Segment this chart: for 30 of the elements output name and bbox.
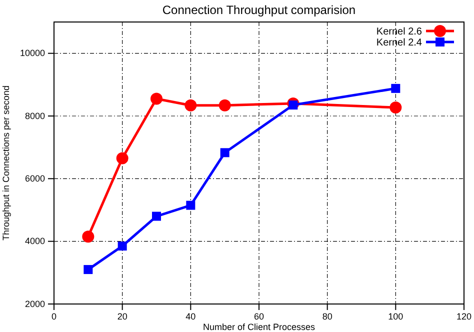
point [184,99,197,112]
y-tick-label: 2000 [24,298,45,309]
legend-label: Kernel 2.6 [376,26,422,38]
point [152,212,161,221]
point [150,92,162,105]
x-tick-label: 0 [51,311,57,322]
point [116,152,128,164]
x-axis-title: Number of Client Processes [202,322,316,332]
x-tick-label: 40 [186,311,196,322]
point [82,230,94,243]
x-tick-label: 20 [117,311,128,322]
x-tick-label: 80 [322,311,332,322]
y-tick-label: 8000 [24,110,45,121]
point [118,242,127,251]
point [288,100,298,110]
point [218,99,231,112]
point [186,200,196,210]
point [220,148,230,158]
y-axis-title: Throughput in Connections per second [1,85,11,241]
x-tick-label: 60 [254,311,264,322]
legend-label: Kernel 2.4 [376,38,422,48]
y-tick-label: 6000 [24,174,45,184]
x-tick-label: 100 [388,311,404,322]
y-tick-label: 4000 [24,236,45,246]
point [391,84,400,93]
chart-title: Connection Throughput comparision [162,3,356,17]
y-tick-label: 10000 [20,48,45,58]
x-tick-label: 120 [456,311,472,322]
point [84,265,93,274]
point [390,102,402,114]
